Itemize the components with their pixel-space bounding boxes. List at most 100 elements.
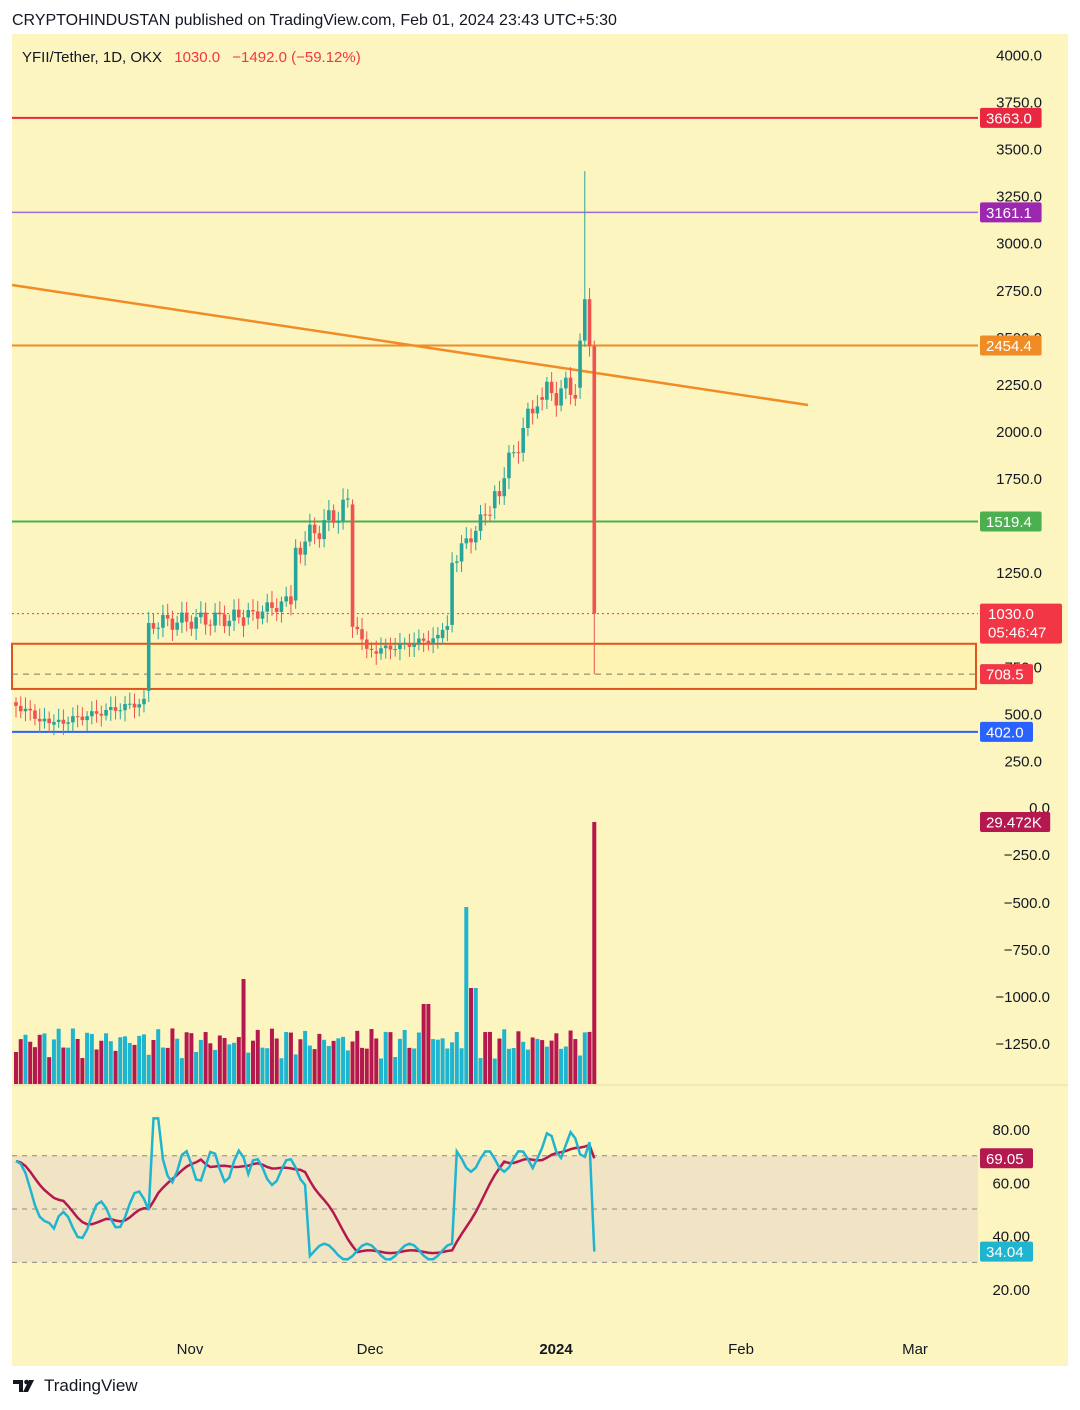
price-level-label: 3663.0 — [986, 110, 1032, 127]
candle-body — [14, 702, 18, 706]
volume-bar — [14, 1052, 18, 1084]
candle-body — [540, 397, 544, 400]
volume-bar — [246, 1052, 251, 1084]
candle-body — [289, 596, 293, 605]
volume-bar — [502, 1029, 507, 1084]
candle-body — [436, 634, 440, 639]
volume-bar — [208, 1043, 213, 1084]
price-level-label: 2454.4 — [986, 338, 1032, 355]
candle-body — [61, 719, 66, 724]
price-axis-tick: 500.0 — [1004, 706, 1042, 723]
candle-body — [137, 704, 142, 708]
volume-bar — [506, 1048, 511, 1084]
price-level-label: 1519.4 — [986, 514, 1032, 531]
tradingview-logo-icon — [13, 1379, 34, 1392]
price-axis-tick: 3250.0 — [996, 189, 1042, 206]
volume-bar — [198, 1039, 203, 1084]
volume-bar — [563, 1046, 568, 1084]
time-axis-tick: 2024 — [539, 1341, 573, 1358]
volume-bar — [241, 979, 246, 1084]
countdown-label: 05:46:47 — [988, 625, 1046, 642]
volume-bar — [331, 1040, 336, 1084]
candle-body — [492, 491, 497, 509]
volume-bar — [559, 1048, 564, 1084]
volume-bar — [540, 1040, 545, 1084]
current-price-label: 1030.0 — [988, 606, 1034, 623]
volume-bar — [374, 1038, 379, 1084]
candle-body — [132, 703, 137, 708]
volume-bar — [146, 1054, 151, 1084]
candle-body — [545, 381, 549, 400]
volume-bar — [127, 1042, 132, 1084]
volume-bar — [378, 1058, 383, 1084]
volume-bar — [37, 1034, 42, 1084]
time-axis-tick: Mar — [902, 1341, 928, 1358]
candle-body — [322, 520, 326, 540]
volume-bar — [236, 1037, 241, 1084]
volume-bar — [99, 1040, 104, 1084]
candle-body — [161, 614, 165, 628]
volume-bar — [165, 1047, 170, 1084]
volume-bar — [307, 1045, 312, 1084]
candle-body — [592, 346, 597, 614]
candle-body — [341, 499, 345, 521]
volume-bar — [322, 1039, 327, 1084]
rsi-ma-label: 69.05 — [986, 1151, 1024, 1168]
volume-bar — [222, 1038, 227, 1084]
volume-bar — [28, 1041, 33, 1084]
candle-body — [104, 709, 108, 716]
volume-bar — [227, 1044, 232, 1084]
price-axis: 4000.03750.03500.03250.03000.02750.02500… — [980, 47, 1062, 1299]
rsi-label-bg — [980, 1241, 1033, 1262]
volume-bar — [184, 1032, 189, 1084]
price-level-label-bg — [980, 721, 1033, 742]
candle-body — [483, 514, 488, 516]
candle-body — [360, 629, 364, 640]
candle-body — [18, 705, 23, 712]
candle-body — [312, 524, 317, 534]
candle-body — [303, 541, 307, 555]
candle-body — [23, 708, 28, 712]
candle-body — [464, 538, 469, 544]
candle-body — [265, 602, 270, 612]
volume-bar — [578, 1055, 583, 1084]
volume-bar — [255, 1029, 260, 1084]
candle-body — [146, 623, 151, 691]
volume-bar — [89, 1033, 94, 1084]
candle-body — [469, 538, 473, 543]
volume-bar — [260, 1047, 265, 1084]
candle-body — [270, 602, 274, 608]
volume-bar — [488, 1031, 492, 1084]
price-axis-tick: 2000.0 — [996, 424, 1042, 441]
candle-body — [52, 721, 56, 725]
candle-body — [554, 393, 559, 406]
volume-axis-tick: −250.0 — [1004, 847, 1050, 864]
candle-body — [156, 627, 160, 629]
candle-body — [127, 703, 132, 705]
rsi-axis-tick: 80.00 — [992, 1122, 1030, 1139]
volume-bar — [70, 1028, 75, 1084]
volume-bar — [402, 1030, 407, 1084]
candle-body — [388, 645, 393, 650]
candle-body — [165, 614, 170, 619]
tradingview-footer[interactable]: TradingView — [12, 1376, 138, 1396]
volume-bar — [151, 1040, 156, 1084]
candle-body — [203, 612, 208, 625]
candle-body — [369, 648, 374, 650]
candle-body — [521, 428, 525, 453]
candle-body — [298, 547, 303, 555]
volume-bar — [435, 1039, 440, 1084]
volume-bar — [535, 1038, 540, 1084]
candle-body — [526, 408, 530, 429]
candle-body — [374, 651, 379, 654]
candle-body — [578, 340, 582, 388]
volume-label-bg — [980, 812, 1051, 832]
candle-body — [66, 722, 70, 724]
volume-bar — [326, 1045, 331, 1084]
candle-body — [236, 609, 241, 618]
price-axis-tick: 250.0 — [1004, 754, 1042, 771]
current-price-label-bg — [980, 603, 1062, 644]
candle-body — [279, 601, 284, 612]
volume-bar — [544, 1046, 549, 1084]
